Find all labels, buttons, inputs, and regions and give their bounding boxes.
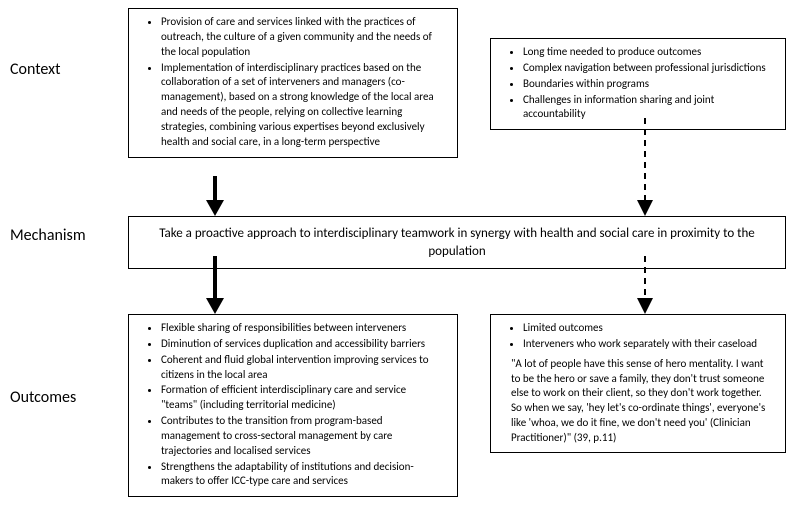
arrow-solid-bottom [200, 256, 230, 314]
outcomes-left-item: Strengthens the adaptability of institut… [161, 460, 443, 490]
context-right-box: Long time needed to produce outcomes Com… [490, 38, 786, 130]
outcomes-right-item: Interveners who work separately with the… [523, 337, 771, 352]
outcomes-left-item: Coherent and fluid global intervention i… [161, 353, 443, 383]
outcomes-label: Outcomes [10, 388, 76, 407]
outcomes-right-quote: "A lot of people have this sense of hero… [511, 357, 771, 446]
arrow-dashed-top [630, 118, 660, 216]
outcomes-left-item: Contributes to the transition from progr… [161, 414, 443, 459]
outcomes-left-box: Flexible sharing of responsibilities bet… [128, 314, 458, 497]
outcomes-left-item: Flexible sharing of responsibilities bet… [161, 321, 443, 336]
arrow-solid-top [200, 176, 230, 216]
context-right-item: Boundaries within programs [523, 77, 771, 92]
context-right-item: Complex navigation between professional … [523, 61, 771, 76]
context-label: Context [10, 60, 60, 79]
outcomes-right-box: Limited outcomes Interveners who work se… [490, 314, 786, 453]
mechanism-label: Mechanism [10, 226, 86, 245]
context-right-item: Long time needed to produce outcomes [523, 45, 771, 60]
context-left-item: Implementation of interdisciplinary prac… [161, 61, 443, 150]
context-left-item: Provision of care and services linked wi… [161, 15, 443, 60]
arrow-dashed-bottom [630, 256, 660, 314]
outcomes-right-item: Limited outcomes [523, 321, 771, 336]
outcomes-left-item: Formation of efficient interdisciplinary… [161, 383, 443, 413]
context-left-box: Provision of care and services linked wi… [128, 8, 458, 158]
outcomes-left-item: Diminution of services duplication and a… [161, 337, 443, 352]
